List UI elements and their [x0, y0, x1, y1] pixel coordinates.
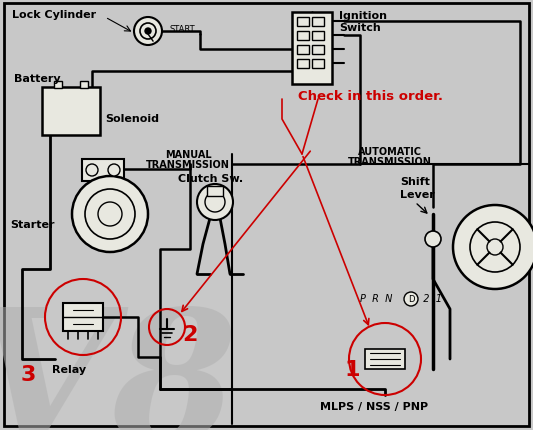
- Circle shape: [108, 165, 120, 177]
- Text: V8: V8: [0, 301, 238, 430]
- Bar: [42, 88, 100, 136]
- Text: Starter: Starter: [10, 219, 54, 230]
- Text: TRANSMISSION: TRANSMISSION: [348, 157, 432, 166]
- Bar: [365, 349, 405, 369]
- Circle shape: [134, 18, 162, 46]
- Circle shape: [72, 177, 148, 252]
- Bar: [312, 46, 324, 55]
- Text: D: D: [408, 295, 414, 304]
- Text: Ignition: Ignition: [339, 11, 387, 21]
- Bar: [297, 46, 309, 55]
- Bar: [297, 60, 309, 69]
- Bar: [207, 187, 223, 197]
- Text: P  R  N: P R N: [360, 293, 392, 303]
- Bar: [312, 60, 324, 69]
- Bar: [63, 303, 103, 331]
- Circle shape: [453, 206, 533, 289]
- Bar: [312, 32, 324, 41]
- Bar: [80, 82, 88, 89]
- Text: MLPS / NSS / PNP: MLPS / NSS / PNP: [320, 401, 428, 411]
- Bar: [297, 18, 309, 27]
- Circle shape: [85, 190, 135, 240]
- Circle shape: [404, 292, 418, 306]
- Text: Shift: Shift: [400, 177, 430, 187]
- Bar: [54, 82, 62, 89]
- Circle shape: [145, 29, 151, 35]
- Circle shape: [140, 24, 156, 40]
- Text: 2  1: 2 1: [417, 293, 442, 303]
- Text: TRANSMISSION: TRANSMISSION: [146, 160, 230, 169]
- Circle shape: [98, 203, 122, 227]
- Text: START: START: [170, 25, 196, 34]
- Bar: [297, 32, 309, 41]
- Text: Switch: Switch: [339, 23, 381, 33]
- Text: 1: 1: [344, 359, 360, 379]
- Circle shape: [470, 222, 520, 272]
- Text: Clutch Sw.: Clutch Sw.: [178, 174, 243, 184]
- Circle shape: [425, 231, 441, 247]
- Circle shape: [205, 193, 225, 212]
- Text: 3: 3: [20, 364, 36, 384]
- Text: Solenoid: Solenoid: [105, 114, 159, 124]
- Text: AUTOMATIC: AUTOMATIC: [358, 147, 422, 157]
- Text: 2: 2: [182, 324, 198, 344]
- Text: Check in this order.: Check in this order.: [298, 90, 443, 103]
- Circle shape: [487, 240, 503, 255]
- Bar: [312, 18, 324, 27]
- Bar: [82, 160, 124, 181]
- Circle shape: [86, 165, 98, 177]
- Bar: [292, 13, 332, 85]
- Text: Lever: Lever: [400, 190, 435, 200]
- Text: Lock Cylinder: Lock Cylinder: [12, 10, 96, 20]
- Text: Battery: Battery: [14, 74, 61, 84]
- Text: Relay: Relay: [52, 364, 86, 374]
- Text: MANUAL: MANUAL: [165, 150, 211, 160]
- Circle shape: [197, 184, 233, 221]
